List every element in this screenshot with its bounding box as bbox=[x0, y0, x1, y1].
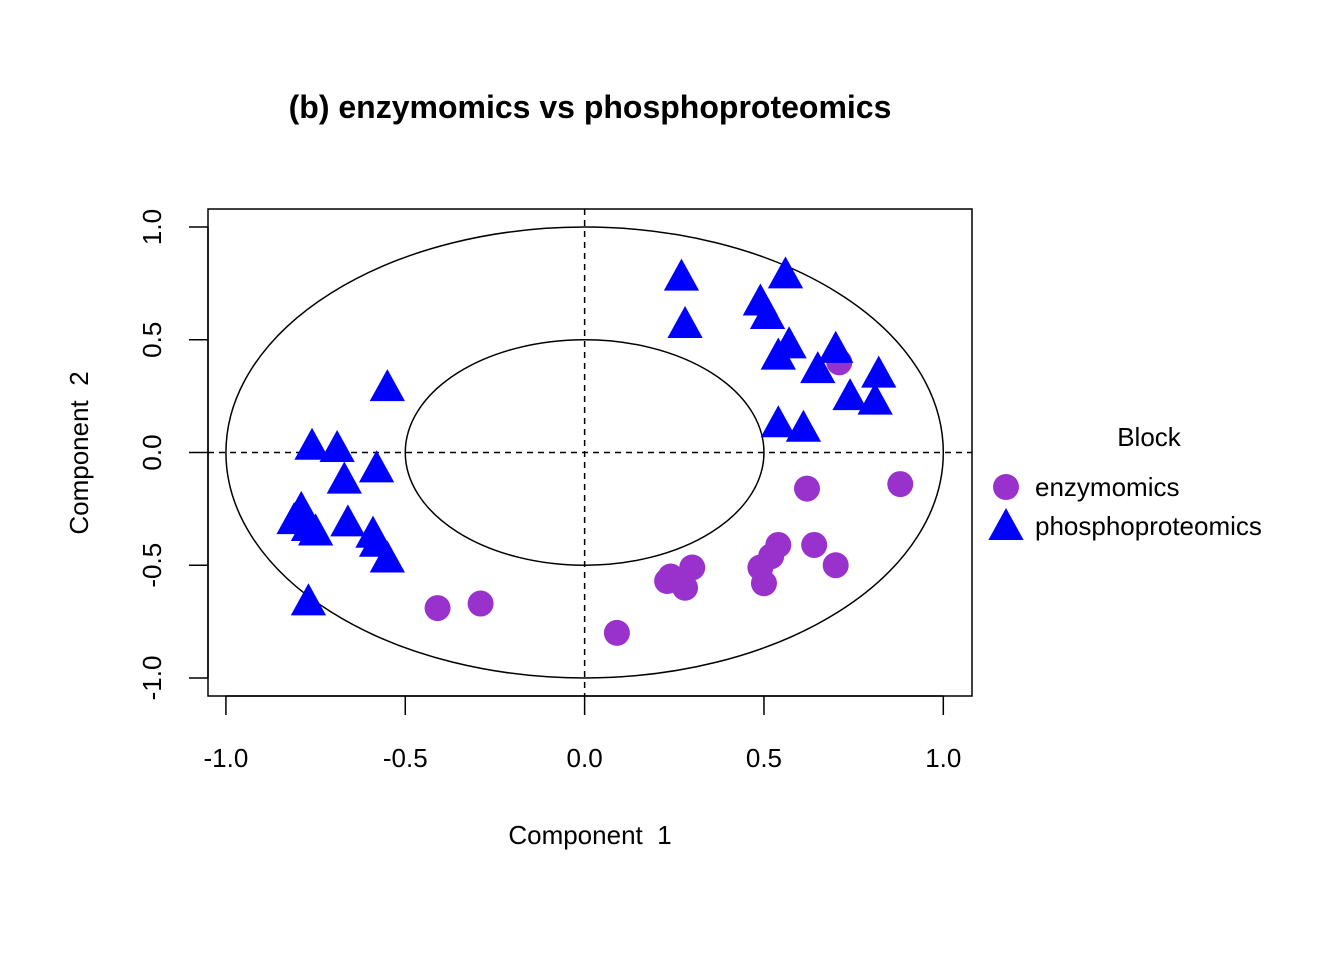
y-tick-label: 0.0 bbox=[137, 434, 167, 470]
phosphoproteomics-point bbox=[319, 429, 355, 463]
phosphoproteomics-point bbox=[857, 382, 893, 415]
legend-label: phosphoproteomics bbox=[1035, 511, 1262, 541]
enzymomics-point bbox=[822, 552, 849, 579]
enzymomics-point bbox=[467, 590, 494, 617]
phosphoproteomics-point bbox=[767, 256, 804, 289]
enzymomics-point bbox=[750, 570, 777, 597]
phosphoproteomics-series bbox=[276, 256, 897, 616]
legend-item-phosphoproteomics: phosphoproteomics bbox=[988, 508, 1262, 541]
x-tick-label: -0.5 bbox=[383, 743, 428, 773]
enzymomics-point bbox=[424, 595, 451, 622]
phosphoproteomics-point bbox=[760, 337, 796, 370]
legend: Block enzymomics phosphoproteomics bbox=[988, 422, 1262, 541]
phosphoproteomics-point bbox=[369, 540, 405, 573]
phosphoproteomics-point bbox=[800, 351, 836, 384]
y-axis-label: Component 2 bbox=[64, 371, 94, 534]
y-tick-label: -0.5 bbox=[137, 543, 167, 588]
phosphoproteomics-point bbox=[667, 305, 703, 339]
phosphoproteomics-point bbox=[785, 409, 822, 442]
legend-triangle-icon bbox=[988, 508, 1024, 541]
enzymomics-point bbox=[801, 531, 828, 558]
phosphoproteomics-point bbox=[760, 405, 796, 438]
phosphoproteomics-point bbox=[294, 427, 330, 460]
x-tick-label: 0.5 bbox=[746, 743, 782, 773]
legend-title: Block bbox=[1117, 422, 1182, 452]
x-tick-label: -1.0 bbox=[204, 743, 249, 773]
phosphoproteomics-point bbox=[663, 258, 700, 291]
phosphoproteomics-point bbox=[358, 450, 395, 483]
outer-circle bbox=[225, 226, 945, 679]
x-axis: -1.0 -0.5 0.0 0.5 1.0 bbox=[204, 695, 961, 773]
y-tick-label: -1.0 bbox=[137, 656, 167, 701]
phosphoproteomics-point bbox=[818, 330, 854, 363]
phosphoproteomics-point bbox=[369, 369, 405, 402]
phosphoproteomics-point bbox=[330, 504, 366, 537]
legend-circle-icon bbox=[993, 474, 1019, 500]
phosphoproteomics-point bbox=[832, 378, 868, 411]
enzymomics-point bbox=[603, 619, 630, 646]
phosphoproteomics-point bbox=[749, 296, 786, 330]
enzymomics-point bbox=[794, 475, 821, 502]
y-axis: -1.0 -0.5 0.0 0.5 1.0 bbox=[137, 209, 209, 701]
enzymomics-series bbox=[424, 349, 914, 646]
enzymomics-point bbox=[679, 554, 706, 581]
phosphoproteomics-point bbox=[297, 513, 334, 546]
legend-label: enzymomics bbox=[1035, 472, 1179, 502]
legend-item-enzymomics: enzymomics bbox=[993, 472, 1179, 502]
y-tick-label: 0.5 bbox=[137, 322, 167, 358]
phosphoproteomics-point bbox=[290, 583, 327, 616]
chart-title: (b) enzymomics vs phosphoproteomics bbox=[289, 89, 892, 125]
x-axis-label: Component 1 bbox=[508, 820, 671, 850]
plot-area bbox=[208, 209, 972, 696]
phosphoproteomics-point bbox=[326, 461, 362, 494]
enzymomics-point bbox=[672, 574, 699, 601]
x-tick-label: 1.0 bbox=[925, 743, 961, 773]
y-tick-label: 1.0 bbox=[137, 209, 167, 245]
phosphoproteomics-point bbox=[861, 355, 897, 388]
x-tick-label: 0.0 bbox=[567, 743, 603, 773]
enzymomics-point bbox=[887, 471, 914, 498]
